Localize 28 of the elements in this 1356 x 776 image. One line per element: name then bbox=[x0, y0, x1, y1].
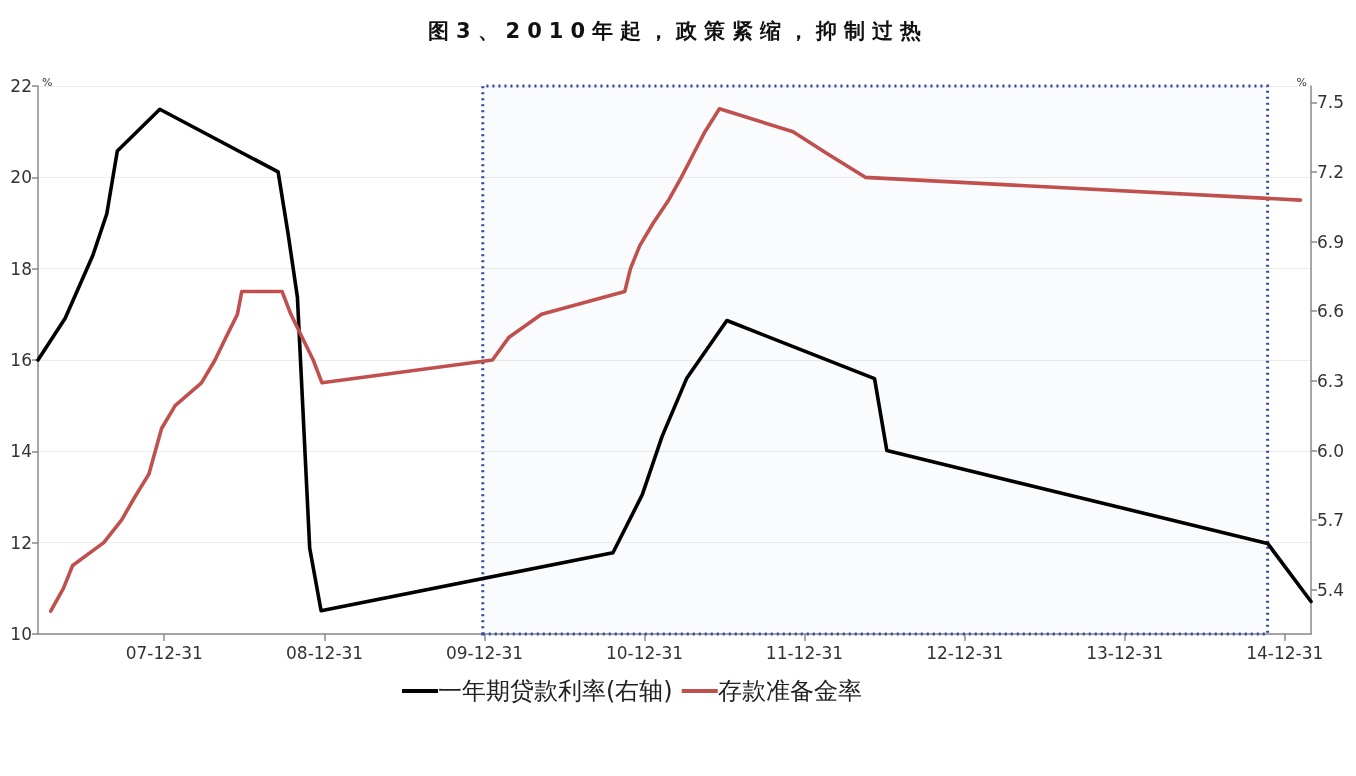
y-tick-label: 10 bbox=[10, 624, 32, 644]
legend-label: 存款准备金率 bbox=[717, 677, 862, 705]
x-tick-label: 13-12-31 bbox=[1086, 642, 1164, 663]
y2-tick-label: 5.7 bbox=[1317, 510, 1345, 531]
legend-label: 一年期贷款利率(右轴) bbox=[438, 677, 673, 705]
y-axis-title: % bbox=[42, 76, 53, 89]
x-tick-label: 11-12-31 bbox=[765, 642, 844, 663]
y2-tick-label: 7.5 bbox=[1317, 92, 1345, 113]
y-tick-label: 22 bbox=[10, 76, 32, 96]
x-tick-label: 07-12-31 bbox=[125, 642, 203, 663]
y2-tick-label: 6.6 bbox=[1317, 301, 1345, 322]
y-tick-label: 18 bbox=[10, 258, 32, 279]
y2-tick-label: 6.3 bbox=[1317, 370, 1345, 391]
y-tick-label: 14 bbox=[10, 441, 32, 462]
x-tick-label: 08-12-31 bbox=[286, 642, 364, 663]
x-tick-label: 10-12-31 bbox=[605, 642, 684, 663]
x-tick-label: 09-12-31 bbox=[445, 642, 524, 663]
y2-tick-label: 6.0 bbox=[1317, 440, 1345, 461]
y-tick-label: 16 bbox=[10, 350, 32, 370]
chart-title: 图3、2010年起，政策紧缩，抑制过热 bbox=[427, 18, 929, 45]
y2-tick-label: 7.2 bbox=[1317, 161, 1345, 182]
x-tick-label: 12-12-31 bbox=[926, 642, 1004, 663]
y2-tick-label: 5.4 bbox=[1317, 579, 1345, 600]
y-tick-label: 20 bbox=[10, 167, 32, 188]
y2-tick-label: 6.9 bbox=[1317, 231, 1345, 252]
y2-axis-title: % bbox=[1296, 76, 1307, 89]
x-tick-label: 14-12-31 bbox=[1246, 642, 1324, 663]
y-tick-label: 12 bbox=[10, 532, 32, 553]
